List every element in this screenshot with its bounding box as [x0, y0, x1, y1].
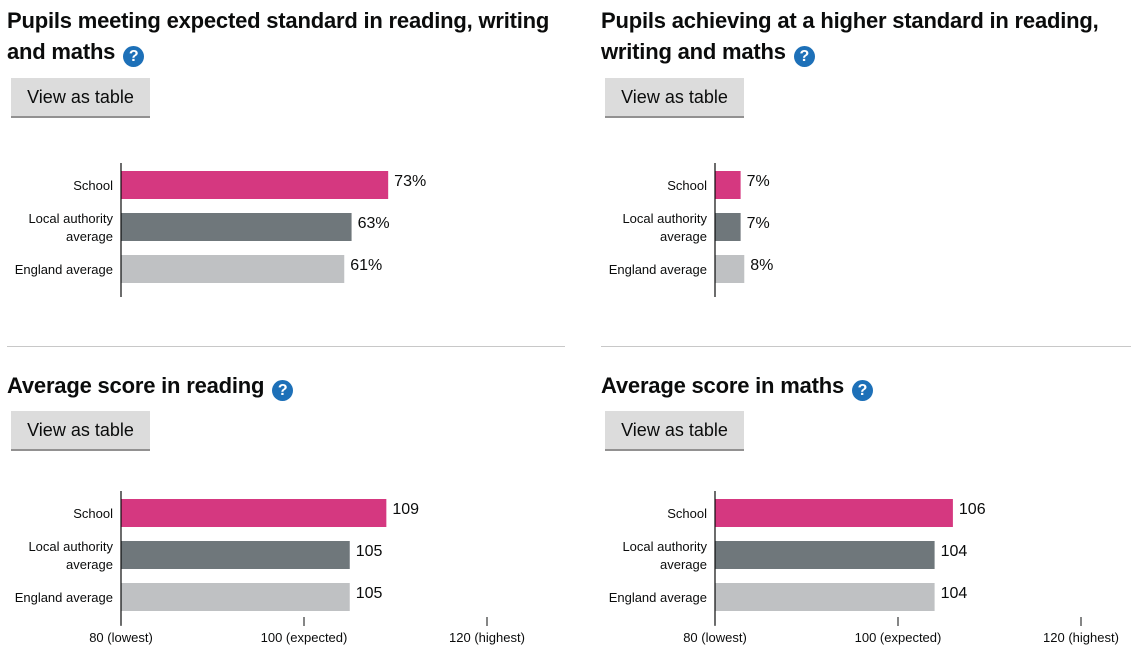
value-label: 63% — [358, 215, 390, 232]
bar-chart-maths-score: 106 School 104 Local authority average 104 Eng… — [609, 491, 1119, 645]
chart-panel-reading-score: Average score in reading ? View as table… — [7, 370, 567, 645]
category-label: England average — [609, 590, 707, 605]
category-label: average — [660, 229, 707, 244]
value-label: 109 — [392, 501, 419, 518]
bar-england — [121, 255, 345, 283]
x-tick-label: 100 (expected) — [261, 630, 348, 645]
bar-school — [715, 171, 741, 199]
category-label: School — [73, 506, 113, 521]
bar-local-authority — [121, 541, 350, 569]
view-as-table-button[interactable]: View as table — [11, 411, 150, 449]
category-label: Local authority — [622, 539, 707, 554]
help-icon[interactable]: ? — [272, 380, 294, 401]
x-tick-label: 100 (expected) — [855, 630, 942, 645]
value-label: 61% — [350, 257, 382, 274]
value-label: 106 — [959, 501, 986, 518]
chart-panel-higher-standard: Pupils achieving at a higher standard in… — [601, 5, 1131, 297]
value-label: 7% — [747, 215, 770, 232]
value-label: 105 — [356, 585, 383, 602]
bar-school — [715, 499, 953, 527]
chart-title: Average score in reading ? — [7, 370, 567, 401]
bar-local-authority — [715, 213, 741, 241]
view-as-table-button[interactable]: View as table — [11, 78, 150, 116]
category-label: average — [660, 557, 707, 572]
category-label: England average — [609, 262, 707, 277]
category-label: England average — [15, 262, 113, 277]
view-as-table-button[interactable]: View as table — [605, 411, 744, 449]
bar-chart-higher-standard: 7% School 7% Local authority average 8% Englan… — [609, 163, 773, 297]
chart-title: Pupils achieving at a higher standard in… — [601, 8, 1099, 67]
x-tick-label: 80 (lowest) — [683, 630, 747, 645]
bar-local-authority — [715, 541, 935, 569]
value-label: 104 — [941, 585, 968, 602]
bar-school — [121, 171, 389, 199]
category-label: average — [66, 557, 113, 572]
value-label: 73% — [394, 173, 426, 190]
help-icon[interactable]: ? — [851, 380, 873, 401]
view-as-table-button[interactable]: View as table — [605, 78, 744, 116]
category-label: School — [73, 178, 113, 193]
category-label: average — [66, 229, 113, 244]
divider — [601, 346, 1131, 347]
value-label: 104 — [941, 543, 968, 560]
bar-chart-reading-score: 109 School 105 Local authority average 105 Eng… — [15, 491, 525, 645]
category-label: School — [667, 506, 707, 521]
value-label: 7% — [747, 173, 770, 190]
chart-title: Average score in maths ? — [601, 370, 1131, 401]
bar-local-authority — [121, 213, 352, 241]
bar-chart-expected-standard: 73% School 63% Local authority average 61% Eng… — [15, 163, 426, 297]
chart-panel-maths-score: Average score in maths ? View as table 1… — [601, 370, 1131, 645]
value-label: 105 — [356, 543, 383, 560]
chart-title: Pupils meeting expected standard in read… — [7, 8, 550, 67]
value-label: 8% — [750, 257, 773, 274]
chart-panel-expected-standard: Pupils meeting expected standard in read… — [7, 5, 567, 297]
category-label: England average — [15, 590, 113, 605]
divider — [7, 346, 565, 347]
bar-england — [121, 583, 350, 611]
x-tick-label: 80 (lowest) — [89, 630, 153, 645]
bar-school — [121, 499, 387, 527]
x-tick-label: 120 (highest) — [449, 630, 525, 645]
help-icon[interactable]: ? — [793, 46, 815, 67]
bar-england — [715, 583, 935, 611]
bar-england — [715, 255, 745, 283]
x-tick-label: 120 (highest) — [1043, 630, 1119, 645]
category-label: School — [667, 178, 707, 193]
help-icon[interactable]: ? — [123, 46, 145, 67]
category-label: Local authority — [28, 211, 113, 226]
category-label: Local authority — [622, 211, 707, 226]
category-label: Local authority — [28, 539, 113, 554]
